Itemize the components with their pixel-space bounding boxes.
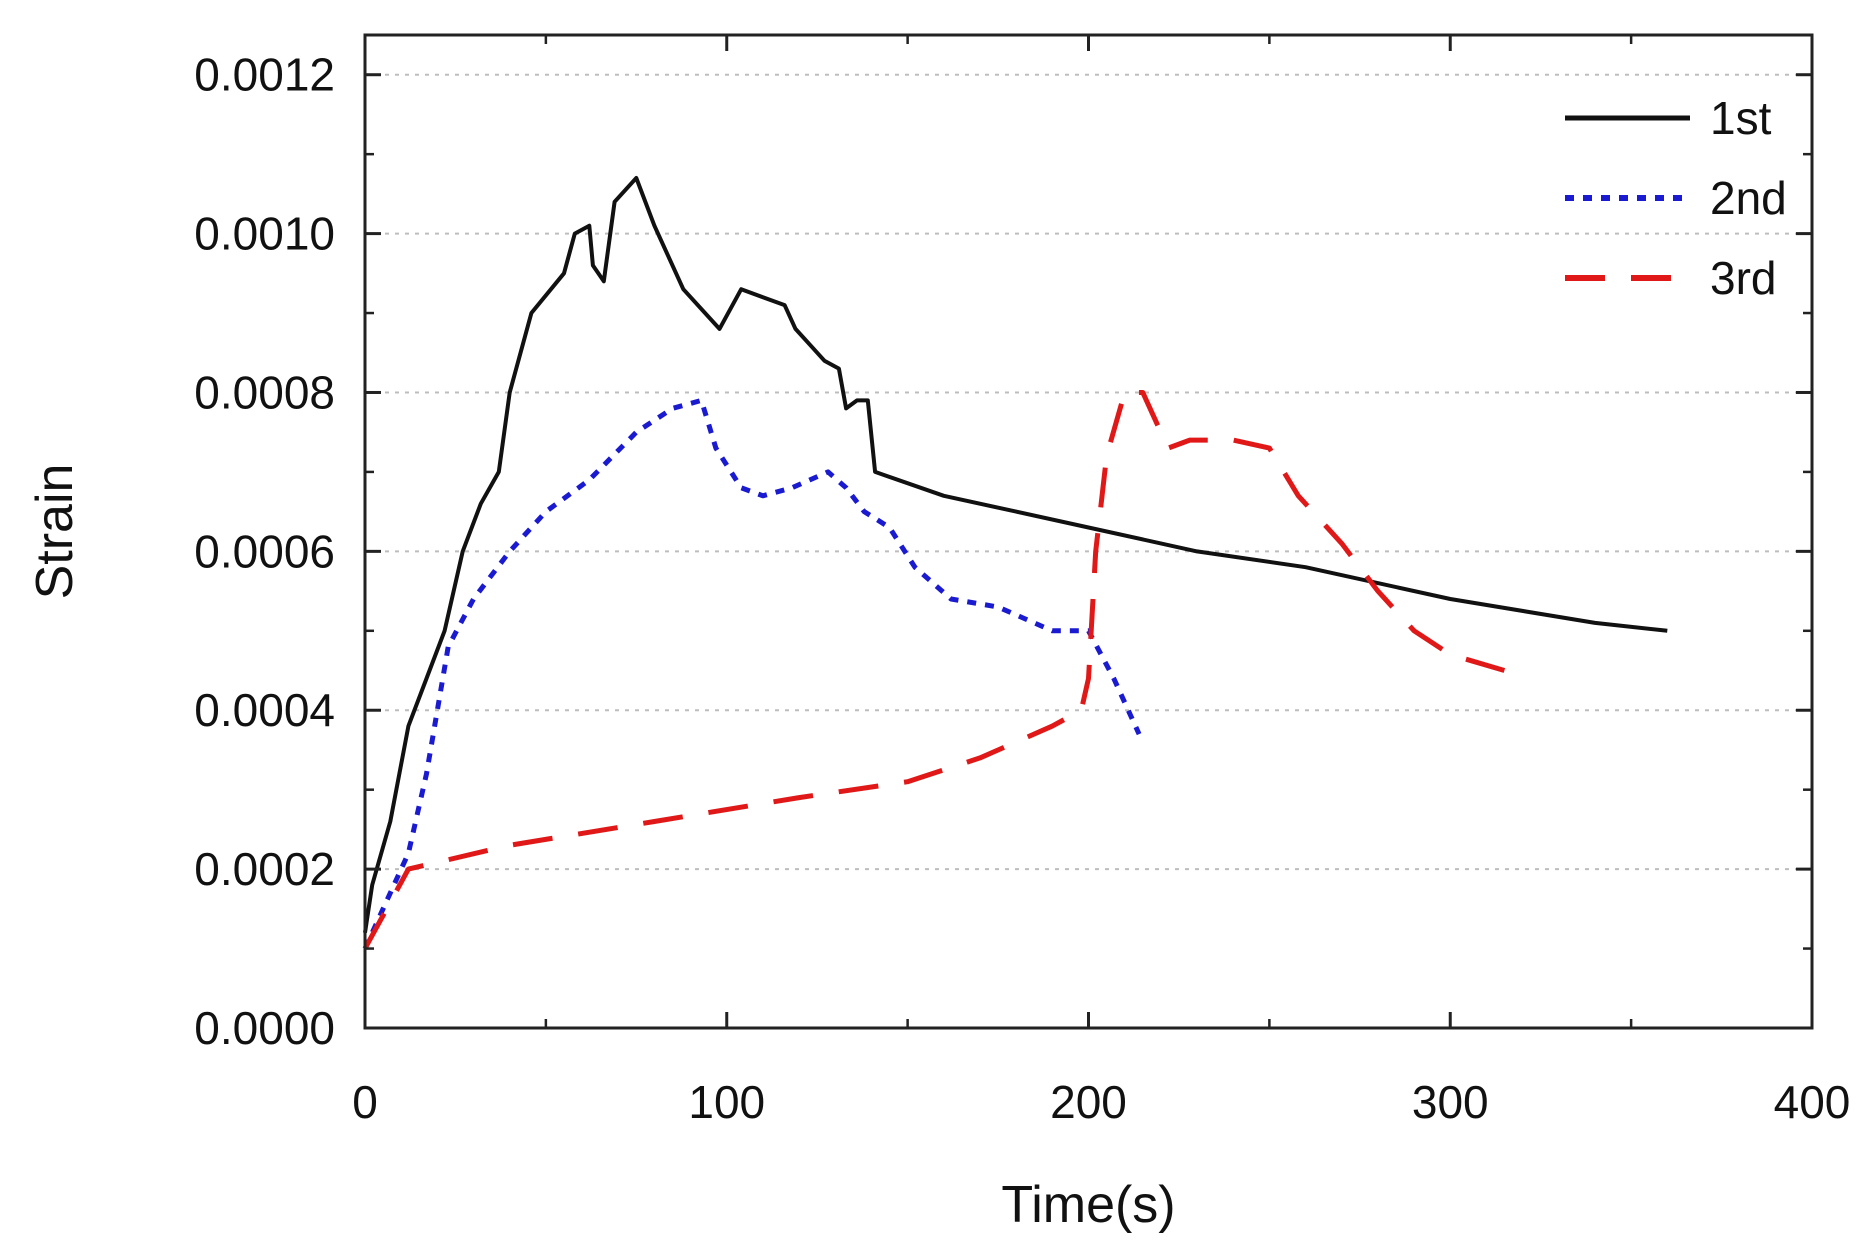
x-tick-label: 100	[688, 1076, 765, 1128]
series-layer	[362, 176, 1668, 950]
x-tick-label: 200	[1050, 1076, 1127, 1128]
series-line-3rd	[362, 390, 1506, 950]
series-line-2nd	[362, 397, 1142, 950]
y-axis-title: Strain	[26, 464, 84, 600]
legend: 1st 2nd 3rd	[1565, 92, 1787, 304]
x-tick-label: 400	[1774, 1076, 1851, 1128]
axis-tick-labels: 0.0000 0.0002 0.0004 0.0006 0.0008 0.0010 0.00…	[194, 49, 1850, 1128]
y-tick-label: 0.0010	[194, 208, 335, 260]
y-tick-label: 0.0000	[194, 1002, 335, 1054]
y-tick-label: 0.0008	[194, 366, 335, 418]
y-tick-label: 0.0012	[194, 49, 335, 101]
plot-frame	[363, 33, 1814, 1030]
y-tick-label: 0.0002	[194, 843, 335, 895]
grid-lines	[365, 73, 1812, 871]
x-tick-label: 0	[352, 1076, 378, 1128]
y-tick-label: 0.0004	[194, 684, 335, 736]
y-tick-label: 0.0006	[194, 525, 335, 577]
series-line-1st	[363, 176, 1668, 933]
legend-label-3rd: 3rd	[1710, 252, 1776, 304]
x-axis-title: Time(s)	[1001, 1176, 1175, 1234]
legend-label-1st: 1st	[1710, 92, 1772, 144]
axis-ticks	[363, 35, 1814, 1030]
x-tick-label: 300	[1412, 1076, 1489, 1128]
legend-label-2nd: 2nd	[1710, 172, 1787, 224]
